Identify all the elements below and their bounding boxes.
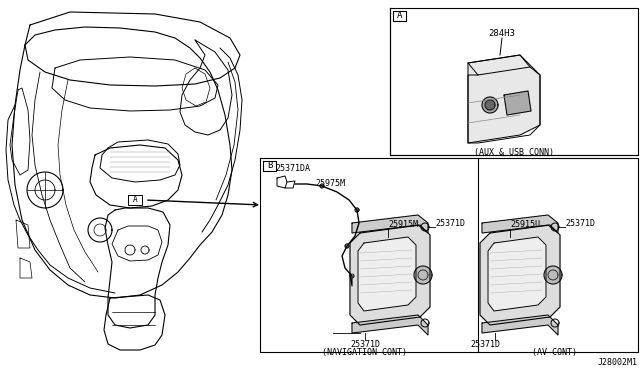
Polygon shape (414, 266, 432, 284)
Text: 284H3: 284H3 (488, 29, 515, 38)
Polygon shape (468, 55, 540, 143)
Polygon shape (128, 195, 142, 205)
Text: J28002M1: J28002M1 (598, 358, 638, 367)
Polygon shape (488, 237, 546, 311)
Polygon shape (358, 237, 416, 311)
Polygon shape (352, 315, 428, 335)
Text: 25371D: 25371D (350, 340, 380, 349)
Polygon shape (345, 244, 349, 248)
Polygon shape (482, 215, 558, 233)
Text: A: A (397, 12, 402, 20)
Text: 25371D: 25371D (470, 340, 500, 349)
Polygon shape (320, 184, 324, 188)
Text: 25975M: 25975M (315, 179, 345, 188)
Polygon shape (485, 100, 495, 110)
Text: 25371D: 25371D (435, 218, 465, 228)
Text: (AV CONT): (AV CONT) (531, 348, 577, 357)
Polygon shape (482, 97, 498, 113)
Polygon shape (350, 225, 430, 325)
Text: 25371D: 25371D (565, 218, 595, 228)
Polygon shape (480, 225, 560, 325)
Polygon shape (350, 274, 354, 278)
Text: 25915M: 25915M (388, 220, 418, 229)
Text: B: B (267, 161, 272, 170)
Text: (AUX & USB CONN): (AUX & USB CONN) (474, 148, 554, 157)
Text: 25915U: 25915U (510, 220, 540, 229)
Text: A: A (132, 196, 138, 205)
Text: (NAVIGATION CONT): (NAVIGATION CONT) (323, 348, 408, 357)
Polygon shape (352, 215, 428, 233)
Polygon shape (482, 315, 558, 335)
Polygon shape (504, 91, 531, 115)
Polygon shape (355, 208, 359, 212)
Text: 25371DA: 25371DA (275, 164, 310, 173)
Polygon shape (544, 266, 562, 284)
